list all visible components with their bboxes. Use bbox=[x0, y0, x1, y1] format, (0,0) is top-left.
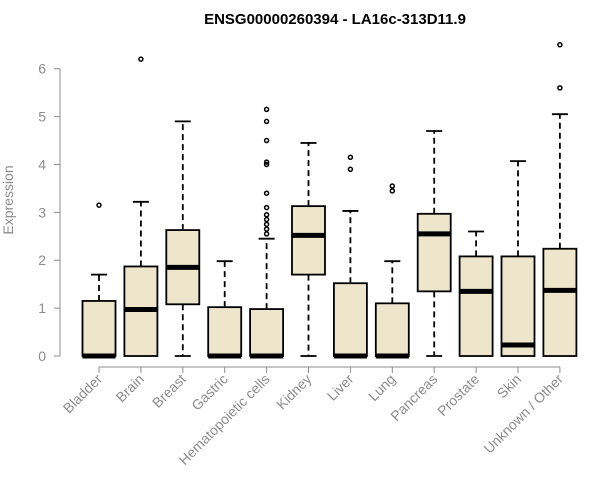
box-0-outlier-0 bbox=[96, 202, 102, 208]
x-tick-label-0: Bladder bbox=[60, 371, 106, 417]
box-11-body bbox=[542, 247, 578, 357]
box-4-outlier-8 bbox=[263, 159, 270, 165]
box-6-body bbox=[332, 282, 368, 357]
box-11 bbox=[542, 42, 578, 357]
box-2 bbox=[165, 120, 201, 357]
box-4-outlier-1 bbox=[263, 226, 270, 232]
box-5-body bbox=[291, 205, 326, 276]
box-4-outlier-3 bbox=[263, 216, 270, 223]
y-tick-label-0: 0 bbox=[38, 348, 46, 364]
box-8 bbox=[416, 130, 452, 357]
y-tick-label-5: 5 bbox=[38, 109, 46, 125]
box-6 bbox=[332, 154, 368, 359]
box-4-body bbox=[249, 308, 285, 357]
box-9 bbox=[458, 230, 494, 357]
x-tick-label-9: Prostate bbox=[434, 371, 482, 419]
box-4 bbox=[249, 106, 285, 359]
box-0 bbox=[81, 202, 117, 359]
box-4-outlier-9 bbox=[263, 137, 270, 144]
y-tick-label-2: 2 bbox=[38, 252, 46, 268]
y-tick-label-6: 6 bbox=[38, 61, 46, 77]
y-tick-label-4: 4 bbox=[38, 156, 46, 172]
x-tick-label-10: Skin bbox=[494, 371, 525, 402]
box-11-outlier-1 bbox=[557, 42, 563, 48]
x-tick-label-2: Breast bbox=[149, 371, 189, 411]
box-4-outlier-4 bbox=[263, 212, 270, 218]
box-4-outlier-6 bbox=[263, 190, 270, 196]
box-6-outlier-0 bbox=[347, 166, 354, 173]
box-8-body bbox=[416, 212, 452, 293]
box-4-outlier-2 bbox=[263, 221, 270, 228]
x-tick-label-11: Unknown / Other bbox=[480, 371, 566, 457]
y-axis-label: Expression bbox=[0, 165, 16, 234]
box-11-outlier-0 bbox=[557, 85, 563, 91]
box-7-outlier-1 bbox=[389, 183, 396, 189]
x-tick-label-8: Pancreas bbox=[387, 371, 440, 424]
x-tick-label-1: Brain bbox=[113, 371, 147, 405]
boxes-layer bbox=[81, 42, 578, 359]
x-tick-label-5: Kidney bbox=[273, 371, 315, 413]
box-6-outlier-1 bbox=[347, 154, 354, 161]
box-0-body bbox=[81, 300, 117, 357]
box-7 bbox=[374, 183, 410, 359]
box-3-body bbox=[207, 306, 243, 357]
box-4-outlier-0 bbox=[263, 231, 270, 237]
x-tick-label-6: Liver bbox=[324, 371, 357, 404]
box-4-outlier-10 bbox=[263, 118, 270, 125]
box-4-outlier-5 bbox=[263, 204, 270, 211]
box-7-body bbox=[374, 302, 410, 357]
y-axis: 0 1 2 3 4 5 6 bbox=[38, 61, 61, 364]
box-1-outlier-0 bbox=[138, 56, 144, 62]
box-7-outlier-0 bbox=[389, 188, 396, 194]
box-10 bbox=[500, 160, 536, 357]
box-5 bbox=[291, 142, 326, 357]
box-4-outlier-11 bbox=[263, 106, 270, 113]
y-tick-label-3: 3 bbox=[38, 204, 46, 220]
box-10-body bbox=[500, 255, 536, 357]
chart-title: ENSG00000260394 - LA16c-313D11.9 bbox=[204, 11, 466, 28]
box-1 bbox=[123, 56, 159, 357]
box-3 bbox=[207, 260, 243, 359]
box-4-outlier-7 bbox=[263, 161, 270, 168]
x-tick-label-7: Lung bbox=[365, 371, 398, 404]
box-9-body bbox=[458, 255, 494, 357]
y-tick-label-1: 1 bbox=[38, 300, 46, 316]
